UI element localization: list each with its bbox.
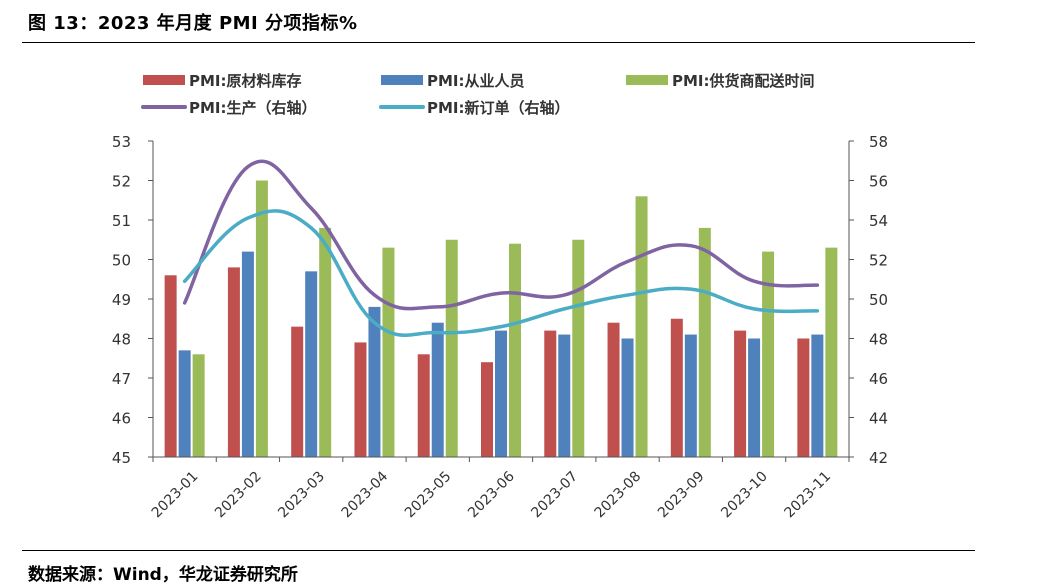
legend-label-1: PMI:从业人员 bbox=[427, 72, 525, 90]
x-tick-label: 2023-09 bbox=[655, 469, 708, 522]
bar-2-7 bbox=[635, 196, 648, 458]
left-tick-label: 46 bbox=[112, 410, 131, 428]
right-tick-label: 54 bbox=[869, 212, 888, 230]
lines bbox=[182, 159, 820, 337]
bar-2-3 bbox=[382, 247, 395, 457]
x-tick-label: 2023-03 bbox=[275, 469, 328, 522]
bar-2-2 bbox=[319, 227, 332, 457]
bar-0-7 bbox=[607, 322, 620, 457]
legend-label-3: PMI:生产（右轴） bbox=[189, 99, 317, 117]
bar-2-4 bbox=[445, 239, 458, 457]
bottom-rule bbox=[22, 550, 975, 551]
bar-1-3 bbox=[368, 306, 381, 457]
data-source: 数据来源：Wind，华龙证券研究所 bbox=[28, 565, 298, 585]
left-tick-label: 53 bbox=[112, 133, 131, 151]
line-series-1 bbox=[182, 209, 820, 337]
left-tick-label: 51 bbox=[112, 212, 131, 230]
legend-label-2: PMI:供货商配送时间 bbox=[672, 72, 815, 90]
bar-2-5 bbox=[509, 243, 521, 457]
x-tick-label: 2023-11 bbox=[782, 469, 835, 522]
bar-2-1 bbox=[255, 180, 268, 457]
legend: PMI:原材料库存 PMI:从业人员 PMI:供货商配送时间 PMI:生产（右轴） PM… bbox=[141, 72, 815, 117]
x-tick-label: 2023-07 bbox=[528, 469, 581, 522]
bar-1-6 bbox=[558, 334, 571, 457]
bar-0-9 bbox=[734, 330, 747, 457]
bar-0-10 bbox=[797, 338, 810, 457]
bar-0-3 bbox=[354, 342, 367, 457]
bar-2-8 bbox=[698, 227, 711, 457]
left-tick-label: 48 bbox=[112, 331, 131, 349]
left-tick-label: 52 bbox=[112, 173, 131, 191]
right-tick-label: 42 bbox=[869, 449, 888, 467]
bar-0-0 bbox=[164, 275, 177, 457]
bar-1-9 bbox=[748, 338, 761, 457]
bar-0-5 bbox=[481, 362, 493, 457]
figure-title: 图 13：2023 年月度 PMI 分项指标% bbox=[28, 13, 358, 34]
bar-1-2 bbox=[305, 271, 318, 457]
x-tick-label: 2023-02 bbox=[212, 469, 265, 522]
legend-label-0: PMI:原材料库存 bbox=[189, 72, 302, 90]
left-tick-label: 45 bbox=[112, 449, 131, 467]
right-tick-label: 46 bbox=[869, 370, 888, 388]
bar-1-1 bbox=[241, 251, 254, 457]
line-series-0 bbox=[182, 159, 820, 311]
legend-label-4: PMI:新订单（右轴） bbox=[427, 99, 570, 117]
right-tick-label: 52 bbox=[869, 252, 888, 270]
right-tick-label: 44 bbox=[869, 410, 888, 428]
bar-0-6 bbox=[544, 330, 557, 457]
legend-swatch-2 bbox=[626, 75, 668, 85]
right-tick-label: 48 bbox=[869, 331, 888, 349]
pmi-chart: PMI:原材料库存 PMI:从业人员 PMI:供货商配送时间 PMI:生产（右轴） PM… bbox=[112, 72, 888, 522]
bars bbox=[164, 180, 838, 458]
bar-0-4 bbox=[417, 354, 430, 457]
legend-swatch-0 bbox=[143, 75, 185, 85]
legend-swatch-1 bbox=[381, 75, 423, 85]
right-tick-label: 58 bbox=[869, 133, 888, 151]
x-tick-label: 2023-04 bbox=[339, 468, 392, 521]
bar-0-2 bbox=[291, 326, 304, 457]
right-tick-label: 56 bbox=[869, 173, 888, 191]
bar-1-5 bbox=[495, 330, 507, 457]
bar-1-4 bbox=[431, 322, 444, 457]
bar-2-9 bbox=[762, 251, 775, 457]
bar-1-10 bbox=[811, 334, 824, 457]
x-tick-label: 2023-10 bbox=[718, 469, 771, 522]
x-tick-label: 2023-01 bbox=[149, 469, 202, 522]
left-tick-label: 49 bbox=[112, 291, 131, 309]
bar-1-7 bbox=[621, 338, 634, 457]
left-tick-label: 47 bbox=[112, 370, 131, 388]
x-tick-label: 2023-08 bbox=[592, 469, 645, 522]
x-tick-label: 2023-05 bbox=[402, 469, 455, 522]
bar-2-10 bbox=[825, 247, 838, 457]
top-rule bbox=[22, 42, 975, 43]
bar-1-0 bbox=[178, 350, 191, 457]
bar-0-1 bbox=[227, 267, 240, 457]
bar-0-8 bbox=[670, 318, 683, 457]
bar-2-0 bbox=[192, 354, 205, 457]
bar-2-6 bbox=[572, 239, 585, 457]
left-tick-label: 50 bbox=[112, 252, 131, 270]
bar-1-8 bbox=[684, 334, 697, 457]
x-tick-label: 2023-06 bbox=[465, 468, 518, 521]
right-tick-label: 50 bbox=[869, 291, 888, 309]
